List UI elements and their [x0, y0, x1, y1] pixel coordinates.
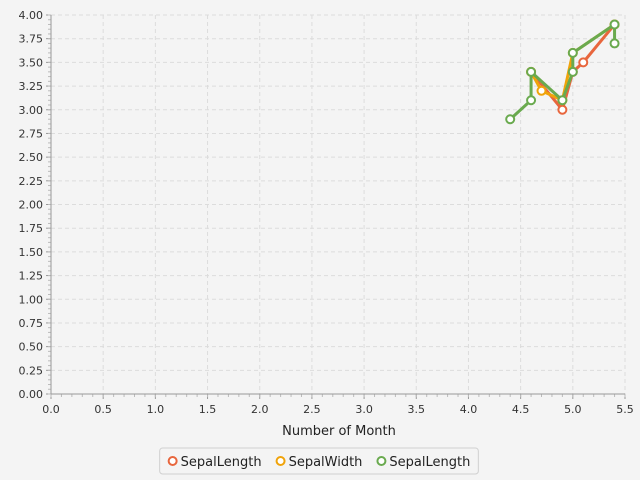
y-tick-label: 2.50 — [19, 151, 44, 164]
x-tick-label: 4.0 — [460, 403, 478, 416]
legend-label: SepalLength — [389, 455, 470, 470]
legend-box — [159, 447, 479, 475]
legend-item: SepalLength — [376, 455, 470, 470]
x-tick-label: 0.0 — [42, 403, 60, 416]
legend-label: SepalWidth — [289, 455, 363, 470]
data-point — [505, 114, 516, 125]
x-axis-title: Number of Month — [282, 424, 396, 439]
y-tick-label: 0.50 — [19, 341, 44, 354]
x-tick-label: 5.5 — [616, 403, 634, 416]
legend-marker — [376, 456, 387, 466]
legend-label: SepalLength — [181, 455, 262, 470]
data-point — [567, 66, 578, 77]
x-tick-label: 5.0 — [564, 403, 582, 416]
x-tick-label: 1.0 — [147, 403, 165, 416]
data-point — [609, 19, 620, 30]
y-tick-label: 1.25 — [19, 270, 44, 283]
x-tick-label: 0.5 — [94, 403, 112, 416]
y-tick-label: 1.00 — [19, 293, 44, 306]
legend-marker — [275, 456, 286, 466]
y-tick-label: 2.75 — [19, 127, 44, 140]
y-tick-label: 4.00 — [19, 9, 44, 22]
y-tick-label: 1.75 — [19, 222, 44, 235]
legend-item: SepalLength — [167, 455, 262, 470]
y-tick-label: 3.00 — [19, 104, 44, 117]
y-tick-label: 0.75 — [19, 317, 44, 330]
y-tick-label: 3.25 — [19, 80, 44, 93]
data-point — [557, 104, 568, 115]
data-point — [526, 66, 537, 77]
axes: 0.0 0.5 1.0 1.5 2.0 2.5 3.0 3.5 4.0 4.5 5.0 5.5 0.00… — [19, 9, 634, 416]
data-point — [557, 95, 568, 106]
x-tick-label: 2.0 — [251, 403, 269, 416]
legend-marker — [167, 456, 178, 466]
x-tick-label: 2.5 — [303, 403, 321, 416]
y-tick-label: 3.75 — [19, 33, 44, 46]
data-point — [609, 38, 620, 49]
y-tick-label: 1.50 — [19, 246, 44, 259]
y-tick-label: 2.00 — [19, 199, 44, 212]
x-tick-label: 1.5 — [199, 403, 217, 416]
legend-item: SepalWidth — [275, 455, 363, 470]
legend-items: SepalLength SepalWidth SepalLength — [167, 455, 470, 470]
y-tick-label: 2.25 — [19, 175, 44, 188]
x-tick-label: 4.5 — [512, 403, 530, 416]
data-point — [536, 85, 547, 96]
x-tick-label: 3.5 — [408, 403, 426, 416]
data-point — [567, 47, 578, 58]
x-tick-label: 3.0 — [355, 403, 373, 416]
y-tick-label: 3.50 — [19, 56, 44, 69]
y-tick-label: 0.00 — [19, 388, 44, 401]
y-tick-label: 0.25 — [19, 364, 44, 377]
series-2 — [505, 19, 620, 125]
grid — [50, 14, 626, 395]
data-point — [526, 95, 537, 106]
data-point — [578, 57, 589, 68]
legend: SepalLength SepalWidth SepalLength — [159, 447, 479, 475]
series-layer — [505, 19, 620, 125]
